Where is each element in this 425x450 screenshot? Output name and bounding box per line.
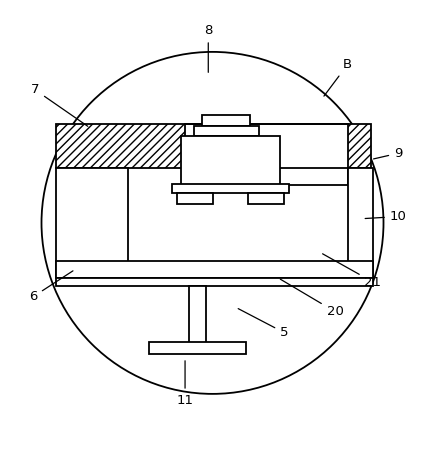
Bar [348, 168, 373, 276]
Bar [56, 278, 373, 286]
Bar [185, 124, 348, 185]
Text: 11: 11 [176, 361, 193, 407]
Text: 20: 20 [280, 279, 343, 318]
Bar [56, 168, 128, 276]
Text: 7: 7 [31, 83, 88, 126]
Bar [56, 261, 373, 278]
Bar [189, 286, 206, 343]
Bar [177, 194, 212, 204]
Bar [193, 126, 259, 136]
Bar [56, 124, 371, 168]
Bar [149, 342, 246, 354]
Bar [202, 115, 250, 126]
Bar [173, 184, 289, 194]
Text: B: B [324, 58, 352, 96]
Text: 10: 10 [365, 210, 407, 223]
Text: 21: 21 [323, 254, 382, 288]
Bar [56, 124, 371, 168]
Text: 5: 5 [238, 309, 289, 339]
Bar [248, 194, 284, 204]
Text: 9: 9 [374, 147, 402, 160]
Text: 6: 6 [29, 271, 73, 303]
Text: 8: 8 [204, 24, 212, 72]
Bar [181, 136, 280, 185]
